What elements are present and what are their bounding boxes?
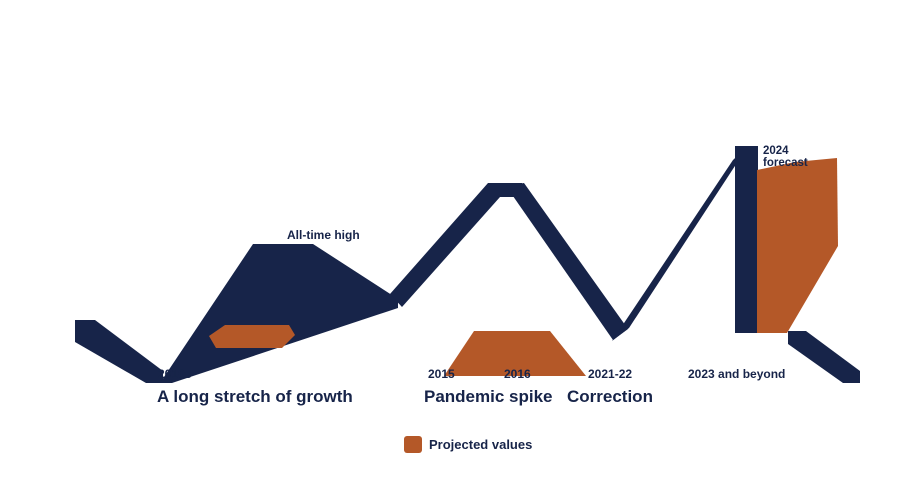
- xaxis-year-2b: 2016: [504, 367, 531, 381]
- navy-second-peak-right-slope: [506, 183, 628, 340]
- legend-label: Projected values: [429, 437, 533, 452]
- xaxis-year-1: 2010s: [158, 367, 192, 381]
- navy-left-falling-segment: [75, 320, 163, 383]
- annotation-forecast-line1: 2024: [763, 145, 789, 157]
- orange-forecast-block: [757, 158, 838, 333]
- navy-right-column: [735, 146, 758, 333]
- annotation-forecast-line2: forecast: [763, 157, 808, 169]
- xaxis-label-1: A long stretch of growth: [157, 387, 353, 406]
- orange-trapezoid-mid: [444, 331, 586, 376]
- xaxis-year-4: 2023 and beyond: [688, 367, 786, 381]
- xaxis-year-3: 2021-22: [588, 367, 633, 381]
- legend-swatch: [404, 436, 422, 453]
- navy-bottom-right-falling-segment: [788, 331, 860, 383]
- xaxis-label-2: Pandemic spike: [424, 387, 553, 406]
- orange-band-first-peak: [209, 325, 295, 348]
- xaxis-year-2a: 2015: [428, 367, 455, 381]
- annotation-peak: All-time high: [287, 228, 360, 242]
- navy-steep-rise-segment: [612, 146, 748, 341]
- navy-second-peak-left-slope: [390, 183, 522, 307]
- xaxis-label-3: Correction: [567, 387, 653, 406]
- navy-first-peak: [160, 244, 398, 383]
